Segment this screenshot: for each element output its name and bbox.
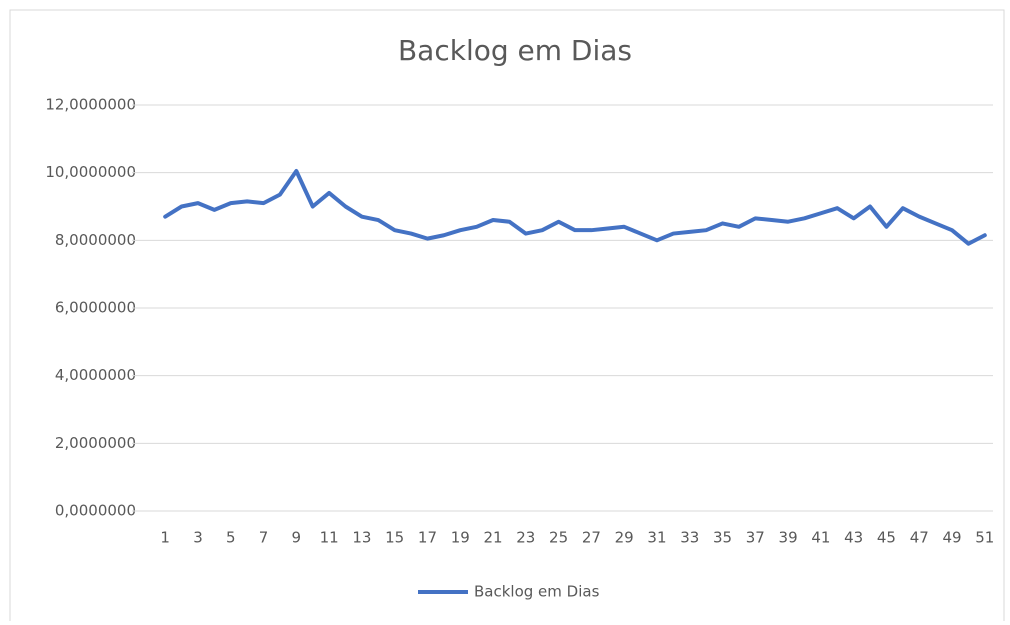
x-tick-label: 31 bbox=[647, 529, 666, 547]
chart-title: Backlog em Dias bbox=[398, 34, 632, 67]
x-tick-label: 27 bbox=[582, 529, 601, 547]
x-tick-label: 21 bbox=[483, 529, 502, 547]
x-tick-label: 49 bbox=[942, 529, 961, 547]
x-tick-label: 47 bbox=[910, 529, 929, 547]
y-tick-label: 10,0000000 bbox=[45, 163, 136, 181]
x-tick-label: 35 bbox=[713, 529, 732, 547]
x-tick-label: 1 bbox=[160, 529, 170, 547]
data-line bbox=[163, 168, 987, 246]
x-tick-label: 9 bbox=[292, 529, 302, 547]
x-tick-label: 11 bbox=[320, 529, 339, 547]
y-tick-label: 2,0000000 bbox=[55, 434, 136, 452]
x-tick-label: 13 bbox=[352, 529, 371, 547]
x-tick-label: 51 bbox=[975, 529, 994, 547]
y-tick-label: 8,0000000 bbox=[55, 231, 136, 249]
legend-label: Backlog em Dias bbox=[474, 583, 600, 601]
x-tick-label: 17 bbox=[418, 529, 437, 547]
x-tick-label: 43 bbox=[844, 529, 863, 547]
y-tick-label: 0,0000000 bbox=[55, 502, 136, 520]
y-tick-label: 12,0000000 bbox=[45, 96, 136, 114]
x-tick-label: 29 bbox=[615, 529, 634, 547]
x-tick-label: 33 bbox=[680, 529, 699, 547]
x-tick-label: 3 bbox=[193, 529, 203, 547]
x-tick-label: 39 bbox=[779, 529, 798, 547]
x-tick-label: 37 bbox=[746, 529, 765, 547]
x-tick-label: 15 bbox=[385, 529, 404, 547]
x-tick-label: 7 bbox=[259, 529, 269, 547]
x-tick-label: 41 bbox=[811, 529, 830, 547]
x-tick-label: 19 bbox=[451, 529, 470, 547]
x-tick-label: 25 bbox=[549, 529, 568, 547]
x-tick-label: 45 bbox=[877, 529, 896, 547]
x-tick-label: 5 bbox=[226, 529, 236, 547]
chart-frame bbox=[9, 9, 1005, 625]
y-tick-label: 6,0000000 bbox=[55, 299, 136, 317]
y-tick-label: 4,0000000 bbox=[55, 366, 136, 384]
x-tick-label: 23 bbox=[516, 529, 535, 547]
